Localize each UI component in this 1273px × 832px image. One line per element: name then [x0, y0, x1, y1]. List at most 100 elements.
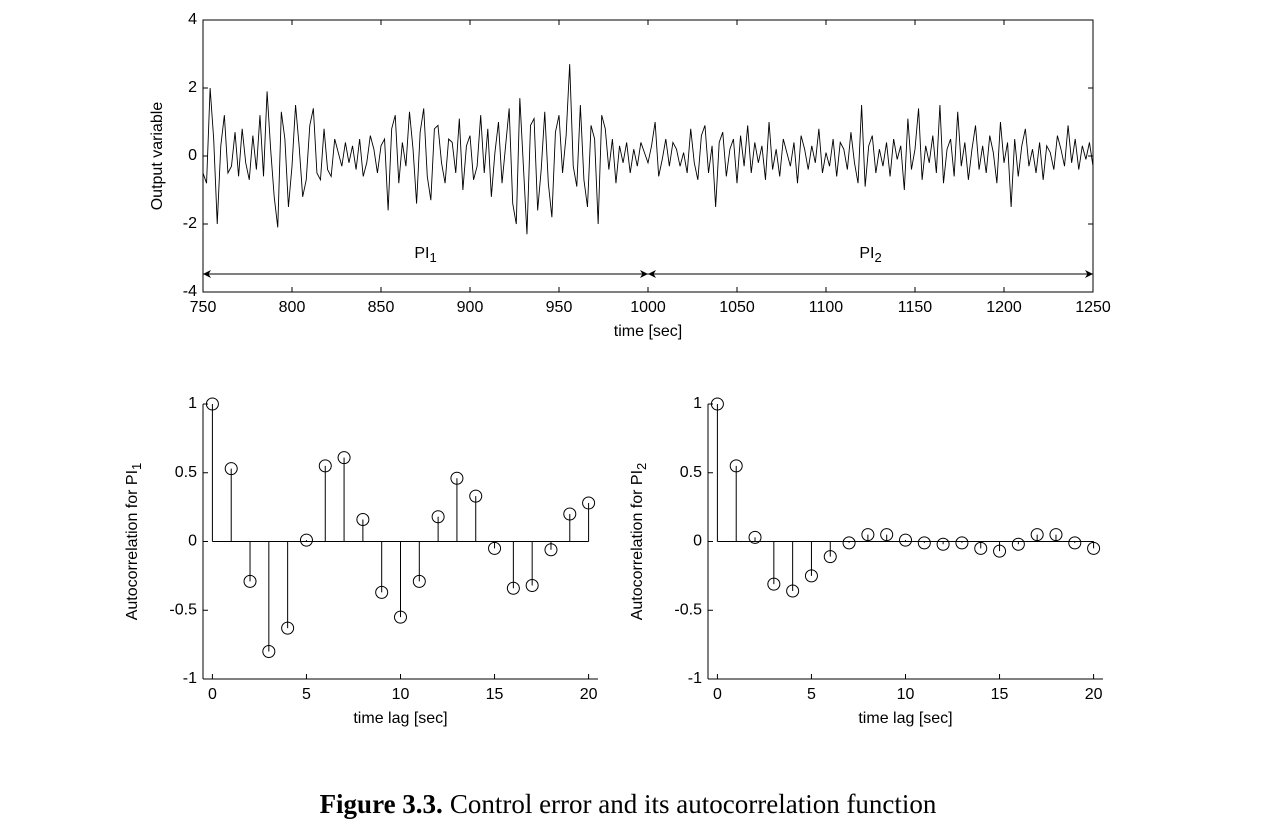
y-tick-label: -1 [183, 670, 197, 687]
stem-marker [337, 451, 351, 465]
y-tick-label: 1 [693, 395, 702, 412]
x-tick-label: 15 [991, 686, 1009, 703]
y-tick-label: 0 [188, 147, 197, 164]
x-tick-label: 950 [546, 299, 573, 316]
x-tick-label: 1150 [898, 299, 933, 316]
data-line [202, 64, 1094, 235]
x-tick-label: 1250 [1075, 299, 1111, 316]
y-tick-label: 0 [188, 533, 197, 550]
x-tick-label: 900 [457, 299, 484, 316]
stem-marker [488, 541, 502, 555]
x-tick-label: 750 [190, 299, 217, 316]
stem-marker [880, 528, 894, 542]
x-tick-label: 20 [580, 686, 598, 703]
y-axis-label: Output variable [149, 102, 166, 211]
x-tick-label: 1000 [630, 299, 666, 316]
stem-marker [299, 533, 313, 547]
stem-marker [506, 581, 520, 595]
stem-marker [1011, 537, 1025, 551]
x-axis-label: time lag [sec] [353, 710, 447, 727]
x-tick-label: 1200 [986, 299, 1022, 316]
x-tick-label: 800 [279, 299, 306, 316]
x-axis-label: time [sec] [614, 323, 682, 340]
caption-text: Control error and its autocorrelation fu… [450, 789, 937, 819]
axes-box [202, 19, 1094, 293]
stem-marker [582, 496, 596, 510]
y-axis-label-subscript: 1 [129, 463, 144, 470]
y-tick-label: 0.5 [680, 464, 702, 481]
x-tick-label: 1100 [809, 299, 844, 316]
stem-marker [786, 584, 800, 598]
stem-marker [412, 574, 426, 588]
stem-marker [710, 397, 724, 411]
stem-marker [767, 577, 781, 591]
stem-marker [1049, 528, 1063, 542]
y-tick-label: 4 [188, 11, 197, 28]
stem-marker [842, 536, 856, 550]
x-tick-label: 10 [897, 686, 915, 703]
stem-marker [955, 536, 969, 550]
stem-marker [748, 530, 762, 544]
stem-marker [281, 621, 295, 635]
annotation-subscript: 2 [874, 250, 881, 265]
x-tick-label: 0 [208, 686, 217, 703]
stem-marker [936, 537, 950, 551]
stem-marker [861, 528, 875, 542]
annotation-text: PI [859, 245, 874, 262]
y-tick-label: 0.5 [175, 464, 197, 481]
stem-marker [205, 397, 219, 411]
stem-marker [431, 510, 445, 524]
x-tick-label: 0 [713, 686, 722, 703]
y-tick-label: 0 [693, 533, 702, 550]
annotation: PI2 [859, 245, 881, 265]
x-tick-label: 5 [807, 686, 816, 703]
stem-marker [823, 550, 837, 564]
annotation: PI1 [414, 245, 436, 265]
stem-marker [243, 574, 257, 588]
stem-marker [804, 569, 818, 583]
y-tick-label: -1 [688, 670, 702, 687]
stem-marker [318, 459, 332, 473]
x-axis-label: time lag [sec] [858, 710, 952, 727]
stem-marker [224, 462, 238, 476]
x-tick-label: 1050 [719, 299, 755, 316]
stem-marker [993, 544, 1007, 558]
stem-marker [469, 489, 483, 503]
stem-marker [544, 543, 558, 557]
stem-marker [356, 513, 370, 526]
stem-marker [1068, 536, 1082, 550]
x-tick-label: 850 [368, 299, 395, 316]
stem-marker [394, 610, 407, 624]
x-tick-label: 15 [486, 686, 504, 703]
annotation-subscript: 1 [429, 250, 436, 265]
x-tick-label: 5 [302, 686, 311, 703]
caption-label: Figure 3.3. [320, 789, 443, 819]
y-tick-label: -2 [183, 215, 197, 232]
stem-marker [525, 579, 539, 592]
stem-marker [563, 507, 577, 521]
stem-marker [1030, 528, 1044, 542]
caption: Figure 3.3. Control error and its autocor… [320, 789, 937, 819]
x-tick-label: 10 [392, 686, 410, 703]
y-tick-label: 2 [188, 79, 197, 96]
y-axis-label-text: Autocorrelation for PI [124, 470, 141, 620]
stem-marker [262, 645, 276, 658]
y-tick-label: 1 [188, 395, 197, 412]
stem-marker [1087, 541, 1101, 555]
y-axis-label: Autocorrelation for PI1 [124, 463, 144, 621]
y-axis-label-subscript: 2 [634, 463, 649, 470]
y-axis-label: Autocorrelation for PI2 [629, 463, 649, 621]
y-axis-label-text: Autocorrelation for PI [629, 470, 646, 620]
stem-marker [974, 541, 988, 555]
y-tick-label: -0.5 [674, 601, 702, 618]
y-tick-label: -4 [183, 283, 197, 300]
stem-marker [450, 471, 464, 485]
annotation-text: PI [414, 245, 429, 262]
x-tick-label: 20 [1085, 686, 1103, 703]
stem-marker [729, 459, 743, 473]
stem-marker [375, 585, 389, 599]
y-tick-label: -0.5 [169, 601, 197, 618]
stem-marker [917, 536, 931, 550]
